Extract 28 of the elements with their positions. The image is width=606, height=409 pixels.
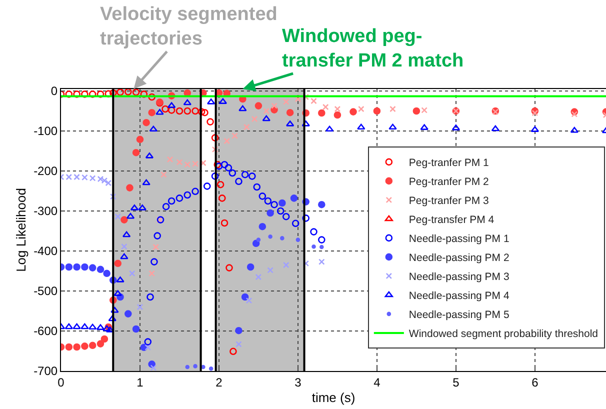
x-axis-title: time (s) xyxy=(312,390,356,405)
y-tick-label: -500 xyxy=(34,284,58,298)
x-tick-label: 4 xyxy=(374,375,381,390)
legend-label: Peg-tranfer PM 1 xyxy=(408,157,490,170)
annotation: Windowed peg- transfer PM 2 match xyxy=(282,26,464,72)
legend-label: Windowed segment probability threshold xyxy=(408,328,598,340)
legend-label: Needle-passing PM 1 xyxy=(408,233,510,246)
y-tick-label: -400 xyxy=(34,244,58,258)
legend-label: Needle-passing PM 5 xyxy=(408,309,510,322)
y-tick-label: -600 xyxy=(34,324,58,338)
y-axis-title: Log Likelihood xyxy=(14,188,29,272)
legend-label: Peg-tranfer PM 2 xyxy=(408,176,490,188)
legend-label: Needle-passing PM 3 xyxy=(408,271,510,284)
y-tick-label: 0 xyxy=(50,84,58,98)
y-tick-label: -200 xyxy=(34,164,58,178)
legend-label: Peg-tranfer PM 3 xyxy=(408,195,490,208)
x-tick-label: 1 xyxy=(136,375,144,390)
y-tick-label: -300 xyxy=(34,204,58,218)
legend-label: Peg-transfer PM 4 xyxy=(408,214,494,226)
y-tick-label: -700 xyxy=(34,364,58,378)
annotation: Velocity segmented trajectories xyxy=(100,4,278,50)
x-tick-label: 6 xyxy=(532,375,539,390)
x-tick-label: 5 xyxy=(452,375,460,390)
y-tick-label: -100 xyxy=(34,124,58,138)
x-tick-label: 2 xyxy=(216,375,223,390)
legend-label: Needle-passing PM 4 xyxy=(408,290,510,302)
x-tick-label: 3 xyxy=(294,375,302,390)
legend-label: Needle-passing PM 2 xyxy=(408,252,510,264)
